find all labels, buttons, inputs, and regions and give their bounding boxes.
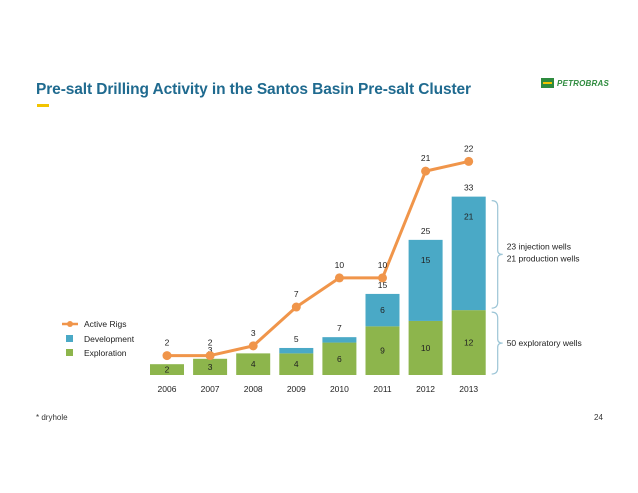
exploration-bar-2007 xyxy=(193,358,228,375)
development-bar-2013 xyxy=(451,196,486,311)
total-label-2013: 33 xyxy=(464,183,474,193)
title-accent-bar xyxy=(37,104,49,107)
active-rigs-point-2008 xyxy=(248,341,258,351)
active-rigs-point-2009 xyxy=(291,302,301,312)
development-label-2011: 6 xyxy=(380,305,385,315)
total-label-2012: 25 xyxy=(421,226,431,236)
petrobras-logo-icon xyxy=(541,78,554,88)
active-rigs-label-2007: 2 xyxy=(208,338,213,348)
legend-development: Development xyxy=(84,334,135,344)
active-rigs-label-2010: 10 xyxy=(335,260,345,270)
exploration-label-2008: 4 xyxy=(251,359,256,369)
exploration-bar-2008 xyxy=(236,353,271,375)
x-tick-2010: 2010 xyxy=(330,384,349,394)
x-tick-2007: 2007 xyxy=(201,384,220,394)
active-rigs-label-2011: 10 xyxy=(378,260,388,270)
footnote: * dryhole xyxy=(36,413,68,422)
total-label-2010: 7 xyxy=(337,323,342,333)
active-rigs-point-2006 xyxy=(162,351,172,361)
x-tick-2013: 2013 xyxy=(459,384,478,394)
petrobras-logo: PETROBRAS xyxy=(541,78,609,88)
active-rigs-label-2012: 21 xyxy=(421,153,431,163)
total-label-2007: 3 xyxy=(208,345,213,355)
active-rigs-label-2008: 3 xyxy=(251,328,256,338)
exploration-bar-2009 xyxy=(279,353,314,375)
active-rigs-point-2011 xyxy=(378,273,387,283)
development-bar-2011 xyxy=(365,293,400,327)
annotation-injection-wells: 23 injection wells xyxy=(507,241,571,251)
active-rigs-point-2012 xyxy=(421,166,431,176)
active-rigs-label-2013: 22 xyxy=(464,143,474,153)
exploration-bar-2013 xyxy=(451,310,486,375)
active-rigs-label-2009: 7 xyxy=(294,289,299,299)
exploration-label-2013: 12 xyxy=(464,338,474,348)
page-number: 24 xyxy=(594,413,603,422)
exploration-bar-2006 xyxy=(150,364,184,375)
exploration-bar-2012 xyxy=(408,320,443,375)
exploration-bar-2010 xyxy=(322,342,357,375)
development-label-2013: 21 xyxy=(464,212,474,222)
active-rigs-point-2010 xyxy=(334,273,344,283)
legend-exploration-swatch-icon xyxy=(66,349,73,356)
active-rigs-point-2013 xyxy=(464,156,474,166)
annotation-exploratory-wells: 50 exploratory wells xyxy=(507,338,582,348)
exploration-label-2007: 3 xyxy=(208,362,213,372)
legend-exploration: Exploration xyxy=(84,348,127,358)
x-tick-2006: 2006 xyxy=(158,384,177,394)
legend-active-rigs-marker-icon xyxy=(67,321,73,327)
exploration-label-2010: 6 xyxy=(337,354,342,364)
x-tick-2011: 2011 xyxy=(373,384,392,394)
total-label-2009: 5 xyxy=(294,334,299,344)
legend-development-swatch-icon xyxy=(66,335,73,342)
exploration-bracket xyxy=(491,311,503,375)
exploration-bar-2011 xyxy=(365,326,400,375)
logo-text: PETROBRAS xyxy=(557,78,610,88)
development-bracket xyxy=(491,200,503,309)
development-label-2012: 15 xyxy=(421,255,431,265)
exploration-label-2011: 9 xyxy=(380,346,385,356)
total-label-2011: 15 xyxy=(378,280,388,290)
exploration-label-2012: 10 xyxy=(421,343,431,353)
exploration-label-2006: 2 xyxy=(165,365,170,375)
x-tick-2012: 2012 xyxy=(416,384,435,394)
active-rigs-point-2007 xyxy=(205,351,215,361)
legend-active-rigs: Active Rigs xyxy=(84,319,127,329)
exploration-label-2009: 4 xyxy=(294,359,299,369)
annotation-production-wells: 21 production wells xyxy=(507,253,580,263)
x-tick-2008: 2008 xyxy=(244,384,263,394)
active-rigs-line xyxy=(167,159,470,358)
development-bar-2012 xyxy=(408,239,443,321)
active-rigs-label-2006: 2 xyxy=(165,338,170,348)
slide-title: Pre-salt Drilling Activity in the Santos… xyxy=(36,81,471,98)
development-bar-2010 xyxy=(322,337,357,343)
x-tick-2009: 2009 xyxy=(287,384,306,394)
development-bar-2009 xyxy=(279,347,314,354)
